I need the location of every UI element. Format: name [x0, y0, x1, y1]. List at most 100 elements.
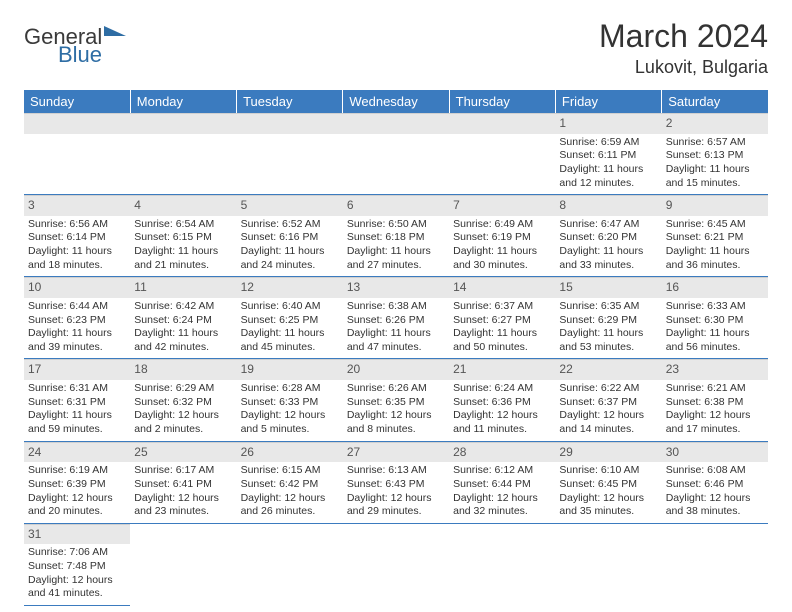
daylight: Daylight: 11 hours and 27 minutes. — [347, 245, 445, 272]
sunrise: Sunrise: 6:13 AM — [347, 464, 445, 478]
day-number: 24 — [24, 442, 130, 463]
sunrise: Sunrise: 6:56 AM — [28, 218, 126, 232]
day-number: 20 — [343, 359, 449, 380]
calendar-cell: 23 Sunrise: 6:21 AMSunset: 6:38 PMDayligh… — [662, 359, 768, 441]
daylight: Daylight: 11 hours and 30 minutes. — [453, 245, 551, 272]
sunrise: Sunrise: 6:37 AM — [453, 300, 551, 314]
daylight: Daylight: 11 hours and 47 minutes. — [347, 327, 445, 354]
daylight: Daylight: 12 hours and 17 minutes. — [666, 409, 764, 436]
day-number: 15 — [555, 277, 661, 298]
calendar-cell: 3Sunrise: 6:56 AMSunset: 6:14 PMDaylight… — [24, 195, 130, 277]
day-details: Sunrise: 6:37 AMSunset: 6:27 PMDaylight:… — [453, 300, 551, 355]
daylight: Daylight: 12 hours and 26 minutes. — [241, 492, 339, 519]
day-details: Sunrise: 6:33 AMSunset: 6:30 PMDaylight:… — [666, 300, 764, 355]
sunset: Sunset: 6:32 PM — [134, 396, 232, 410]
sunset: Sunset: 6:41 PM — [134, 478, 232, 492]
sunset: Sunset: 7:48 PM — [28, 560, 126, 574]
calendar-body: 1Sunrise: 6:59 AMSunset: 6:11 PMDaylight… — [24, 113, 768, 605]
day-details: Sunrise: 6:57 AMSunset: 6:13 PMDaylight:… — [666, 136, 764, 191]
day-details: Sunrise: 6:22 AMSunset: 6:37 PMDaylight:… — [559, 382, 657, 437]
sunset: Sunset: 6:29 PM — [559, 314, 657, 328]
day-number: 28 — [449, 442, 555, 463]
day-details: Sunrise: 6:17 AMSunset: 6:41 PMDaylight:… — [134, 464, 232, 519]
weekday-header: Monday — [130, 90, 236, 113]
day-details: Sunrise: 6:56 AMSunset: 6:14 PMDaylight:… — [28, 218, 126, 273]
daylight: Daylight: 11 hours and 15 minutes. — [666, 163, 764, 190]
day-details: Sunrise: 6:19 AMSunset: 6:39 PMDaylight:… — [28, 464, 126, 519]
sunrise: Sunrise: 6:49 AM — [453, 218, 551, 232]
sunset: Sunset: 6:24 PM — [134, 314, 232, 328]
calendar-cell: 30Sunrise: 6:08 AMSunset: 6:46 PMDayligh… — [662, 441, 768, 523]
sunrise: Sunrise: 6:42 AM — [134, 300, 232, 314]
calendar-cell: 14Sunrise: 6:37 AMSunset: 6:27 PMDayligh… — [449, 277, 555, 359]
calendar-cell — [130, 523, 236, 605]
sunrise: Sunrise: 6:15 AM — [241, 464, 339, 478]
daylight: Daylight: 11 hours and 56 minutes. — [666, 327, 764, 354]
day-number: 19 — [237, 359, 343, 380]
daylight: Daylight: 12 hours and 5 minutes. — [241, 409, 339, 436]
daylight: Daylight: 11 hours and 36 minutes. — [666, 245, 764, 272]
calendar-cell: 10Sunrise: 6:44 AMSunset: 6:23 PMDayligh… — [24, 277, 130, 359]
calendar-cell: 18Sunrise: 6:29 AMSunset: 6:32 PMDayligh… — [130, 359, 236, 441]
calendar-cell: 4Sunrise: 6:54 AMSunset: 6:15 PMDaylight… — [130, 195, 236, 277]
day-number-empty — [343, 113, 449, 134]
calendar-cell — [449, 113, 555, 195]
calendar-cell: 20Sunrise: 6:26 AMSunset: 6:35 PMDayligh… — [343, 359, 449, 441]
calendar-cell — [343, 523, 449, 605]
calendar-cell: 1Sunrise: 6:59 AMSunset: 6:11 PMDaylight… — [555, 113, 661, 195]
daylight: Daylight: 11 hours and 24 minutes. — [241, 245, 339, 272]
day-number: 10 — [24, 277, 130, 298]
sunset: Sunset: 6:39 PM — [28, 478, 126, 492]
daylight: Daylight: 12 hours and 38 minutes. — [666, 492, 764, 519]
weekday-header: Friday — [555, 90, 661, 113]
daylight: Daylight: 12 hours and 32 minutes. — [453, 492, 551, 519]
sunrise: Sunrise: 6:40 AM — [241, 300, 339, 314]
calendar-cell: 11Sunrise: 6:42 AMSunset: 6:24 PMDayligh… — [130, 277, 236, 359]
day-number: 9 — [662, 195, 768, 216]
calendar-cell: 21Sunrise: 6:24 AMSunset: 6:36 PMDayligh… — [449, 359, 555, 441]
day-details: Sunrise: 6:35 AMSunset: 6:29 PMDaylight:… — [559, 300, 657, 355]
sunrise: Sunrise: 6:21 AM — [666, 382, 764, 396]
day-number-empty — [449, 113, 555, 134]
title-block: March 2024 Lukovit, Bulgaria — [599, 18, 768, 78]
calendar-cell: 19Sunrise: 6:28 AMSunset: 6:33 PMDayligh… — [237, 359, 343, 441]
day-details: Sunrise: 6:29 AMSunset: 6:32 PMDaylight:… — [134, 382, 232, 437]
calendar-cell — [449, 523, 555, 605]
day-number: 8 — [555, 195, 661, 216]
daylight: Daylight: 12 hours and 41 minutes. — [28, 574, 126, 601]
sunrise: Sunrise: 6:24 AM — [453, 382, 551, 396]
day-details: Sunrise: 6:12 AMSunset: 6:44 PMDaylight:… — [453, 464, 551, 519]
sunset: Sunset: 6:26 PM — [347, 314, 445, 328]
day-details: Sunrise: 6:24 AMSunset: 6:36 PMDaylight:… — [453, 382, 551, 437]
day-number: 21 — [449, 359, 555, 380]
daylight: Daylight: 11 hours and 39 minutes. — [28, 327, 126, 354]
weekday-header: Saturday — [662, 90, 768, 113]
day-number: 17 — [24, 359, 130, 380]
day-number: 30 — [662, 442, 768, 463]
day-number: 6 — [343, 195, 449, 216]
day-number-empty — [24, 113, 130, 134]
day-number: 23 — [662, 359, 768, 380]
calendar-cell — [343, 113, 449, 195]
calendar-cell: 29Sunrise: 6:10 AMSunset: 6:45 PMDayligh… — [555, 441, 661, 523]
calendar-row: 10Sunrise: 6:44 AMSunset: 6:23 PMDayligh… — [24, 277, 768, 359]
calendar-row: 24Sunrise: 6:19 AMSunset: 6:39 PMDayligh… — [24, 441, 768, 523]
daylight: Daylight: 12 hours and 23 minutes. — [134, 492, 232, 519]
calendar-cell — [130, 113, 236, 195]
location: Lukovit, Bulgaria — [599, 57, 768, 78]
calendar-cell — [237, 113, 343, 195]
calendar-cell: 15Sunrise: 6:35 AMSunset: 6:29 PMDayligh… — [555, 277, 661, 359]
sunset: Sunset: 6:42 PM — [241, 478, 339, 492]
day-details: Sunrise: 6:42 AMSunset: 6:24 PMDaylight:… — [134, 300, 232, 355]
day-number: 7 — [449, 195, 555, 216]
sunset: Sunset: 6:46 PM — [666, 478, 764, 492]
day-number: 14 — [449, 277, 555, 298]
day-details: Sunrise: 6:38 AMSunset: 6:26 PMDaylight:… — [347, 300, 445, 355]
sunset: Sunset: 6:38 PM — [666, 396, 764, 410]
day-number: 2 — [662, 113, 768, 134]
day-number: 3 — [24, 195, 130, 216]
sunrise: Sunrise: 6:22 AM — [559, 382, 657, 396]
sunset: Sunset: 6:45 PM — [559, 478, 657, 492]
calendar-cell: 27Sunrise: 6:13 AMSunset: 6:43 PMDayligh… — [343, 441, 449, 523]
daylight: Daylight: 12 hours and 35 minutes. — [559, 492, 657, 519]
